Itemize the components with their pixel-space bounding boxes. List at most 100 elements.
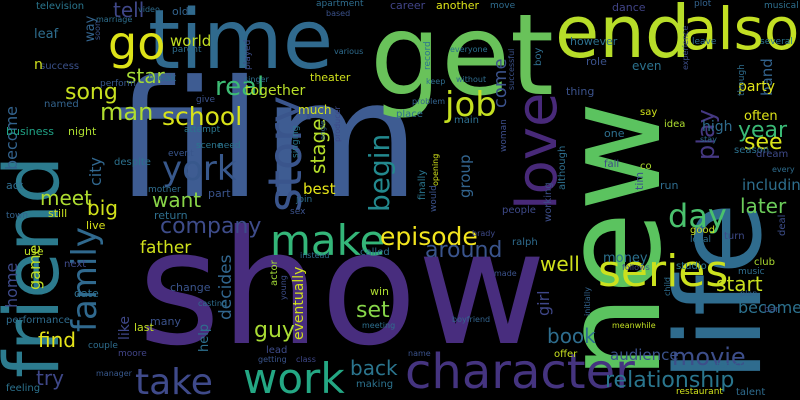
word-boyfriend: boyfriend bbox=[452, 315, 491, 324]
word-deal: deal bbox=[777, 214, 788, 236]
word-success: success bbox=[40, 61, 80, 72]
word-return: return bbox=[154, 209, 188, 222]
word-date: date bbox=[74, 287, 99, 300]
word-scene: scene bbox=[196, 141, 223, 151]
word-meet: meet bbox=[40, 186, 92, 210]
word-becomes: becomes bbox=[738, 298, 800, 317]
word-say: say bbox=[640, 107, 658, 118]
word-night: night bbox=[68, 125, 97, 138]
word-keep: keep bbox=[426, 77, 446, 86]
word-move: move bbox=[490, 1, 516, 11]
word-attempt: attempt bbox=[184, 125, 221, 135]
word-offer: offer bbox=[554, 349, 578, 360]
word-named: named bbox=[44, 99, 79, 110]
word-event: event bbox=[168, 149, 194, 159]
word-decides: decides bbox=[216, 254, 236, 320]
word-high: high bbox=[702, 119, 733, 135]
word-last: last bbox=[134, 321, 154, 334]
word-young: young bbox=[279, 275, 288, 300]
word-run: run bbox=[660, 179, 679, 192]
word-find: find bbox=[38, 328, 76, 352]
word-singer: singer bbox=[244, 75, 269, 84]
word-meanwhile: meanwhile bbox=[612, 321, 656, 330]
word-follows: follows bbox=[622, 263, 650, 272]
word-make: make bbox=[270, 216, 386, 265]
word-another: another bbox=[436, 0, 480, 12]
word-one: one bbox=[604, 127, 625, 140]
word-star: star bbox=[126, 64, 165, 88]
word-time: time bbox=[148, 0, 334, 88]
word-opening: opening bbox=[431, 153, 440, 186]
word-local: local bbox=[690, 235, 711, 245]
word-mother: mother bbox=[148, 185, 181, 195]
word-woman: woman bbox=[499, 119, 509, 152]
word-like: like bbox=[117, 315, 133, 340]
word-school: school bbox=[162, 102, 243, 131]
word-set: set bbox=[356, 298, 390, 323]
word-child: child bbox=[663, 277, 672, 296]
word-dance: dance bbox=[612, 1, 646, 14]
word-show: show bbox=[138, 197, 547, 381]
word-act: act bbox=[6, 179, 24, 192]
word-producer: producer bbox=[333, 106, 342, 142]
word-initially: initially bbox=[583, 287, 592, 316]
word-couple: couple bbox=[88, 341, 118, 351]
word-played: played bbox=[243, 39, 253, 70]
word-based: based bbox=[326, 9, 351, 18]
word-club: club bbox=[754, 257, 775, 268]
word-father: father bbox=[140, 238, 192, 258]
word-sex: sex bbox=[290, 207, 306, 217]
word-plot: plot bbox=[694, 0, 712, 9]
word-music: music bbox=[738, 267, 765, 277]
word-leave: leave bbox=[692, 37, 717, 47]
word-song: song bbox=[65, 80, 118, 105]
word-interest: interest bbox=[708, 361, 743, 371]
word-home: home bbox=[2, 262, 21, 308]
word-despite: despite bbox=[114, 157, 151, 168]
word-plan: plan bbox=[740, 289, 758, 298]
word-studio: studio bbox=[676, 261, 707, 272]
word-every: every bbox=[772, 165, 795, 174]
word-class: class bbox=[296, 355, 316, 364]
word-leaf: leaf bbox=[34, 27, 59, 42]
word-casting: casting bbox=[198, 299, 227, 308]
word-co: co bbox=[640, 161, 652, 172]
word-end: end bbox=[555, 0, 691, 74]
word-city: city bbox=[86, 157, 105, 186]
word-n: n bbox=[34, 57, 43, 73]
word-working: working bbox=[543, 182, 554, 222]
word-much: much bbox=[298, 103, 332, 117]
word-start: start bbox=[716, 272, 763, 296]
word-break: break bbox=[148, 73, 177, 84]
word-meeting: meeting bbox=[362, 321, 396, 330]
word-ralph: ralph bbox=[512, 237, 538, 248]
word-need: need bbox=[218, 141, 241, 151]
word-town: town bbox=[6, 211, 29, 221]
word-live: live bbox=[86, 219, 106, 232]
word-idea: idea bbox=[664, 119, 686, 130]
word-instead: instead bbox=[300, 251, 330, 260]
word-name: name bbox=[408, 349, 431, 358]
word-although: although bbox=[557, 145, 568, 190]
word-around: around bbox=[425, 238, 503, 263]
word-film: film bbox=[115, 47, 420, 235]
word-apartment: apartment bbox=[316, 0, 364, 9]
word-season: season bbox=[734, 145, 770, 156]
word-restaurant: restaurant bbox=[676, 387, 723, 397]
word-manager: manager bbox=[96, 369, 132, 378]
word-group: group bbox=[456, 154, 474, 198]
word-getting: getting bbox=[258, 355, 287, 364]
word-making: making bbox=[356, 379, 394, 390]
word-girl: girl bbox=[534, 290, 553, 316]
word-tell: tell bbox=[113, 0, 145, 22]
word-singing: singing bbox=[291, 125, 301, 158]
word-would: would bbox=[429, 185, 439, 212]
word-thing: thing bbox=[566, 85, 595, 98]
word-want: want bbox=[152, 188, 202, 212]
word-audience: audience bbox=[610, 346, 679, 364]
word-join: join bbox=[296, 195, 313, 205]
word-moore: moore bbox=[118, 349, 147, 359]
word-give: give bbox=[196, 95, 216, 105]
word-brady: brady bbox=[472, 229, 496, 238]
